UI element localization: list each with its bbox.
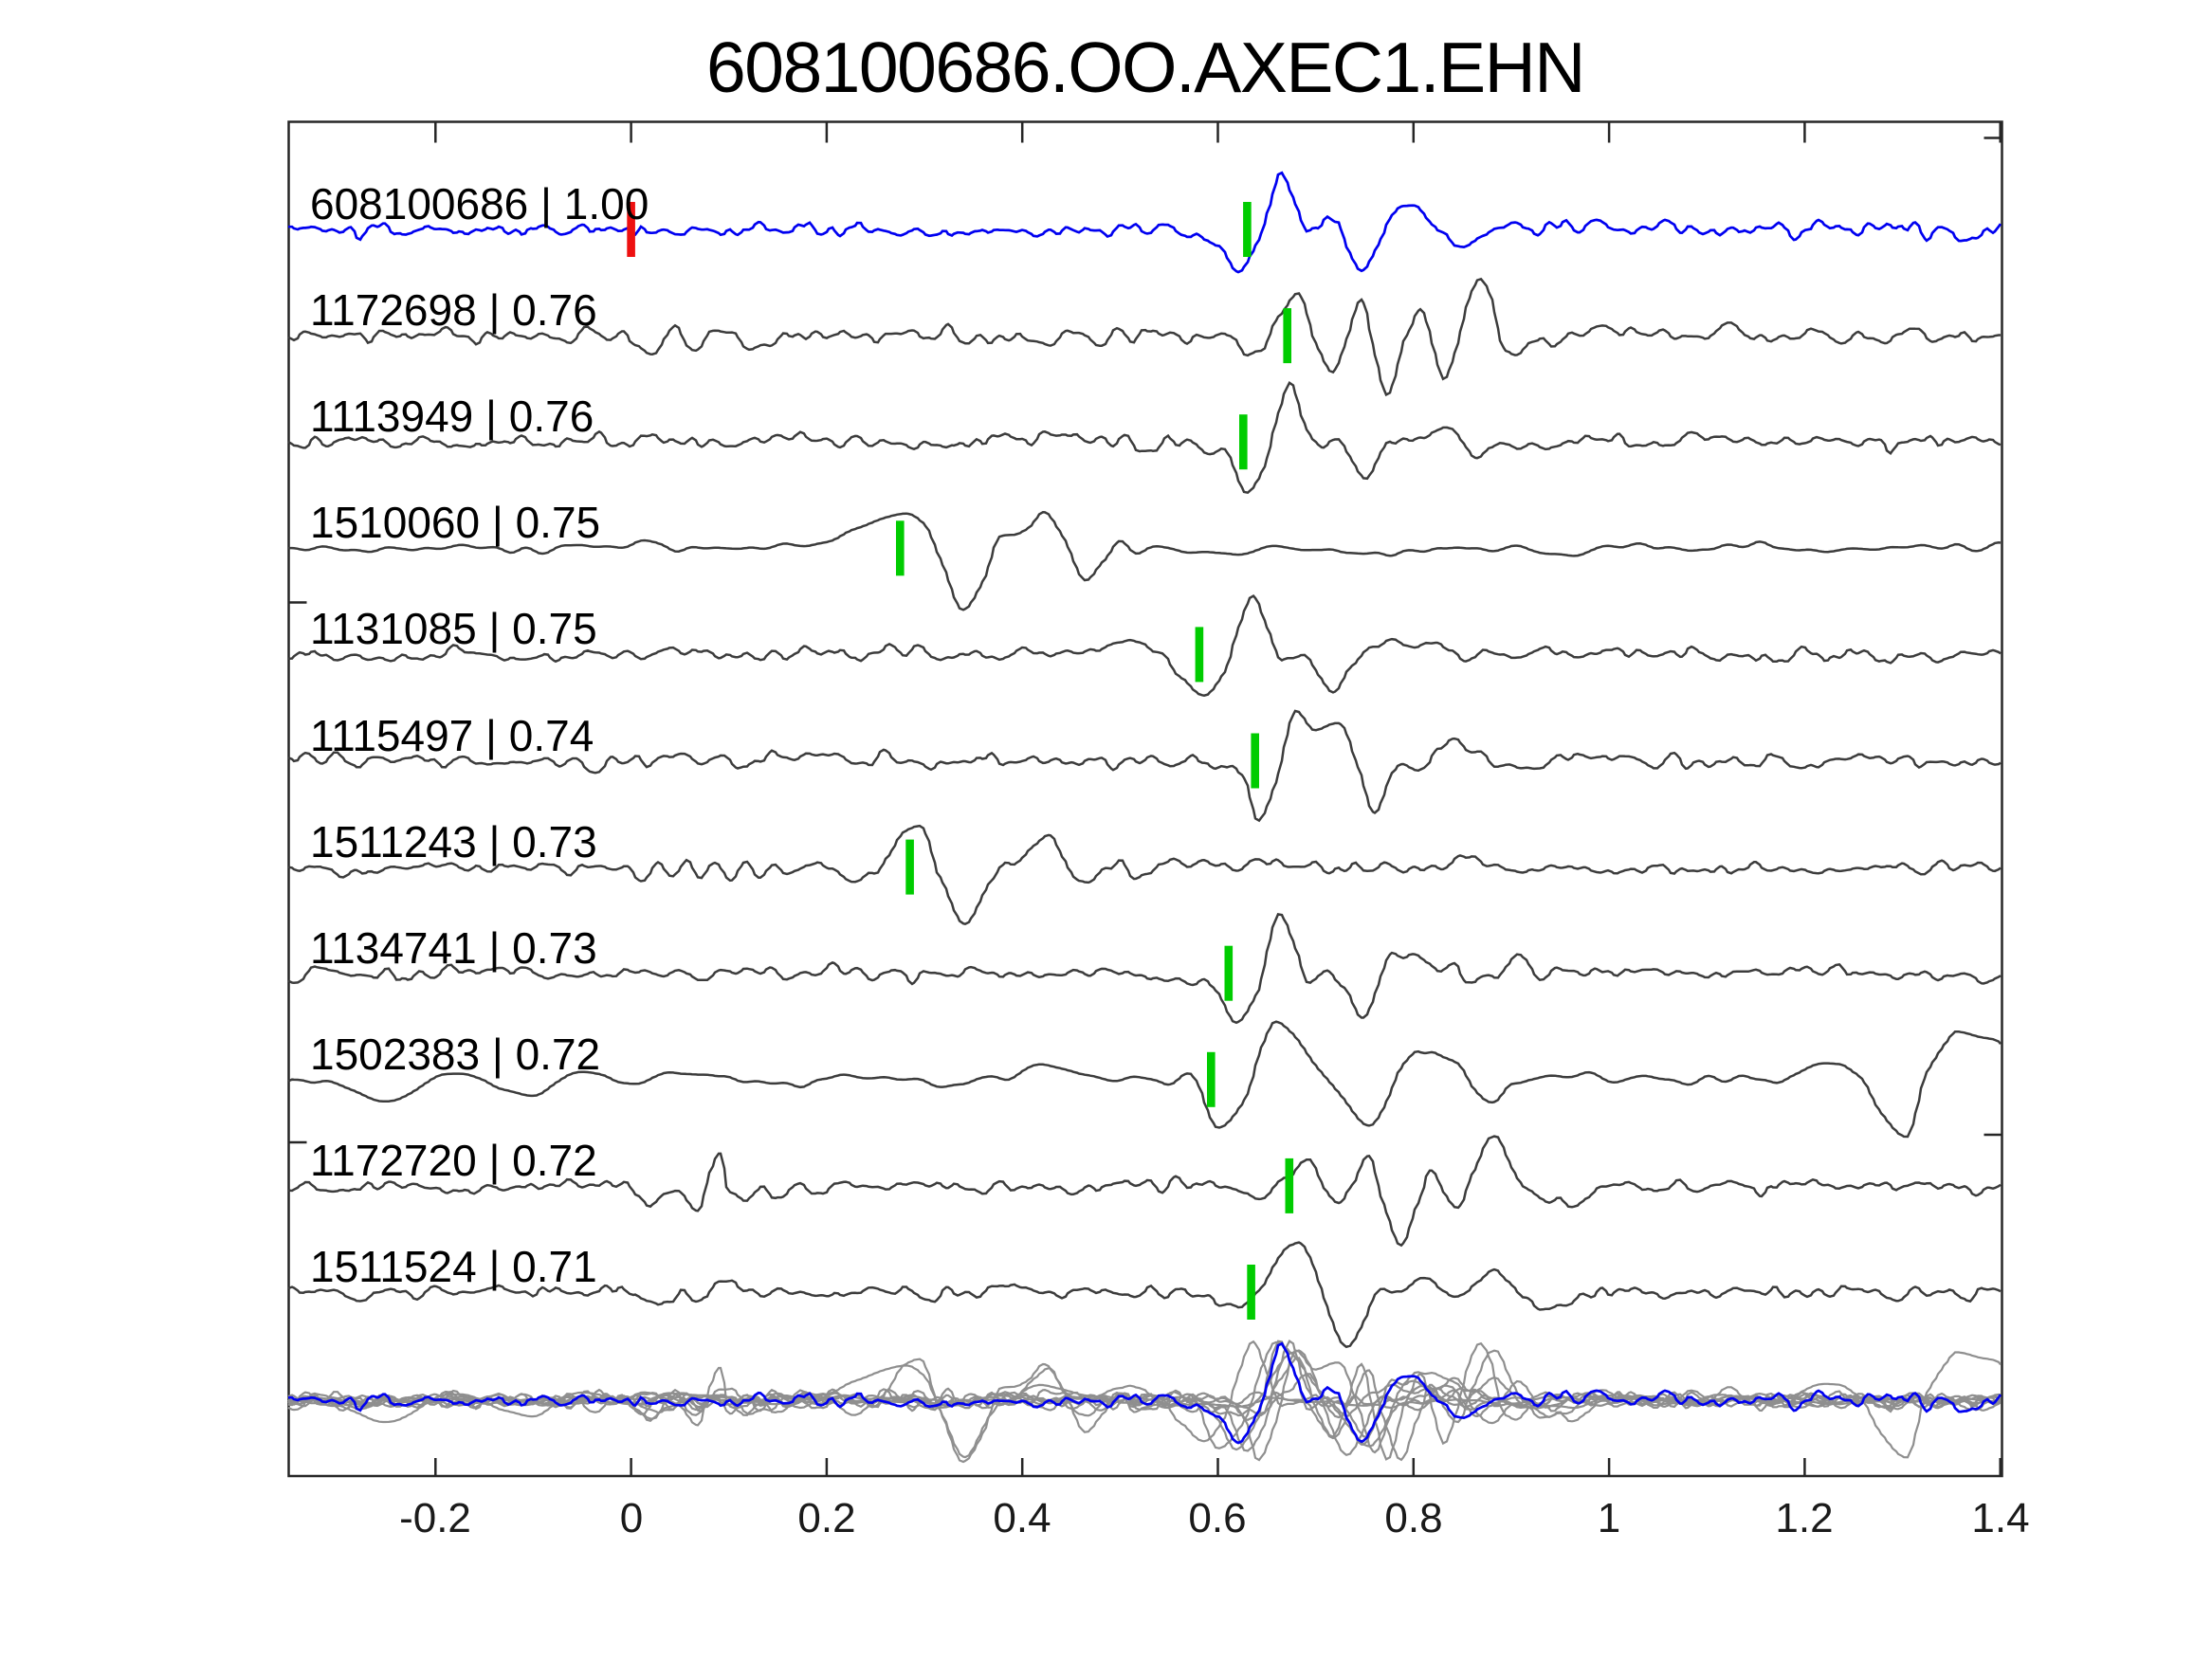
svg-text:1: 1	[1598, 1495, 1620, 1541]
svg-text:1172698 | 0.76: 1172698 | 0.76	[310, 285, 597, 335]
svg-text:0.6: 0.6	[1188, 1495, 1246, 1541]
svg-text:1511524 | 0.71: 1511524 | 0.71	[310, 1242, 597, 1291]
svg-text:0: 0	[620, 1495, 643, 1541]
svg-text:1511243 | 0.73: 1511243 | 0.73	[310, 817, 597, 866]
svg-text:1502383 | 0.72: 1502383 | 0.72	[310, 1030, 600, 1079]
svg-text:608100686 | 1.00: 608100686 | 1.00	[310, 179, 649, 228]
svg-text:1113949 | 0.76: 1113949 | 0.76	[310, 392, 594, 441]
svg-text:1131085 | 0.75: 1131085 | 0.75	[310, 604, 597, 653]
svg-text:1510060 | 0.75: 1510060 | 0.75	[310, 498, 600, 547]
svg-text:1172720 | 0.72: 1172720 | 0.72	[310, 1136, 597, 1185]
svg-text:1.4: 1.4	[1971, 1495, 2029, 1541]
svg-text:0.2: 0.2	[797, 1495, 855, 1541]
svg-text:0.8: 0.8	[1384, 1495, 1442, 1541]
svg-text:0.4: 0.4	[993, 1495, 1051, 1541]
svg-text:1.2: 1.2	[1775, 1495, 1833, 1541]
svg-text:1115497 | 0.74: 1115497 | 0.74	[310, 711, 594, 760]
svg-text:1134741 | 0.73: 1134741 | 0.73	[310, 923, 597, 973]
svg-text:-0.2: -0.2	[399, 1495, 471, 1541]
svg-text:608100686.OO.AXEC1.EHN: 608100686.OO.AXEC1.EHN	[706, 27, 1584, 107]
